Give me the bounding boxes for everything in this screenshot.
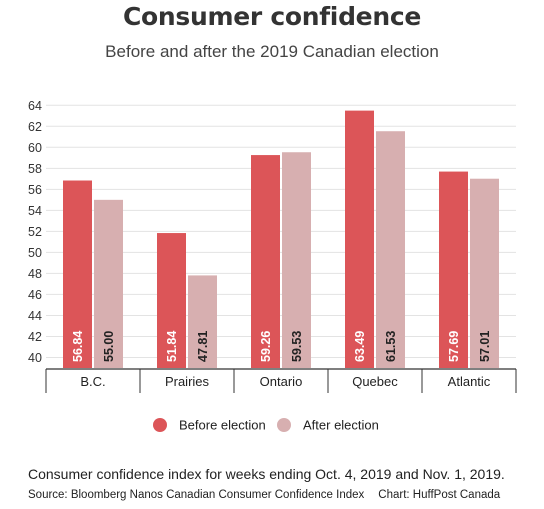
bar-after	[282, 152, 311, 368]
y-tick-label: 50	[28, 246, 42, 260]
chart-subtitle: Before and after the 2019 Canadian elect…	[105, 42, 439, 61]
bar-value-label: 55.00	[102, 331, 116, 362]
bar-before	[63, 180, 92, 368]
legend-label: After election	[303, 418, 379, 433]
bar-value-label: 59.53	[290, 331, 304, 362]
y-tick-label: 52	[28, 225, 42, 239]
bar-value-label: 57.69	[447, 331, 461, 362]
legend-swatch	[277, 418, 291, 432]
legend: Before election After election	[153, 418, 379, 433]
bar-value-label: 61.53	[384, 331, 398, 362]
chart-title: Consumer confidence	[123, 2, 421, 31]
bars: 56.84 55.00 51.84 47.81 59.26 59.53 63.49 61.53…	[63, 110, 499, 368]
y-tick-label: 62	[28, 120, 42, 134]
legend-swatch	[153, 418, 167, 432]
y-tick-label: 48	[28, 267, 42, 281]
y-tick-label: 56	[28, 183, 42, 197]
y-tick-label: 54	[28, 204, 42, 218]
x-axis: B.C. Prairies Ontario Quebec Atlantic	[45, 368, 517, 393]
y-axis-ticks: 40 42 44 46 48 50 52 54 56 58 60 62 64	[28, 99, 42, 365]
y-tick-label: 58	[28, 162, 42, 176]
bar-value-label: 56.84	[71, 331, 85, 362]
grid-lines	[46, 104, 516, 358]
bar-before	[251, 155, 280, 368]
bar-value-label: 47.81	[196, 331, 210, 362]
bar-chart: 40 42 44 46 48 50 52 54 56 58 60 62 64 56.84 55.00 51.…	[28, 99, 517, 433]
bar-before	[157, 233, 186, 368]
bar-after	[470, 178, 499, 368]
footnote: Consumer confidence index for weeks endi…	[28, 466, 505, 482]
bar-after	[188, 275, 217, 368]
chart-credit: Chart: HuffPost Canada	[378, 489, 501, 501]
source-line: Source: Bloomberg Nanos Canadian Consume…	[28, 489, 500, 501]
y-tick-label: 40	[28, 351, 42, 365]
x-tick-label: Ontario	[260, 374, 303, 389]
source-text: Source: Bloomberg Nanos Canadian Consume…	[28, 489, 365, 501]
bar-value-label: 51.84	[165, 331, 179, 362]
x-tick-label: Atlantic	[448, 374, 491, 389]
y-tick-label: 44	[28, 309, 42, 323]
legend-label: Before election	[179, 418, 266, 433]
bar-after	[94, 199, 123, 368]
bar-before	[345, 110, 374, 368]
y-tick-label: 42	[28, 330, 42, 344]
x-tick-label: Quebec	[352, 374, 398, 389]
y-tick-label: 60	[28, 141, 42, 155]
bar-value-label: 63.49	[353, 331, 367, 362]
bar-value-label: 57.01	[478, 331, 492, 362]
y-tick-label: 46	[28, 288, 42, 302]
y-tick-label: 64	[28, 99, 42, 113]
bar-after	[376, 131, 405, 368]
bar-before	[439, 171, 468, 368]
x-tick-label: B.C.	[80, 374, 105, 389]
x-tick-label: Prairies	[165, 374, 210, 389]
bar-value-label: 59.26	[259, 331, 273, 362]
